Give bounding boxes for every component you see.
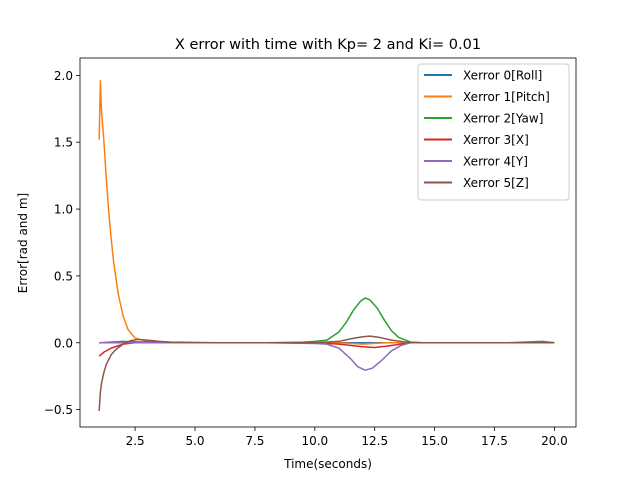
legend-label: Xerror 2[Yaw] [463,112,543,126]
x-tick-label: 17.5 [481,434,508,448]
legend-label: Xerror 5[Z] [463,176,529,190]
x-tick-label: 7.5 [245,434,264,448]
x-tick-label: 2.5 [126,434,145,448]
y-tick-label: −0.5 [44,403,73,417]
x-tick-label: 20.0 [541,434,568,448]
legend: Xerror 0[Roll] Xerror 1[Pitch] Xerror 2[Ya… [417,63,570,201]
y-tick-label: 0.0 [54,336,73,350]
x-tick-label: 15.0 [421,434,448,448]
x-axis-label: Time(seconds) [283,457,372,471]
y-axis-label: Error[rad and m] [16,193,30,293]
axes-frame [79,57,577,428]
legend-box [417,63,570,201]
y-tick-label: 1.0 [54,203,73,217]
legend-label: Xerror 4[Y] [463,155,528,169]
chart-title: X error with time with Kp= 2 and Ki= 0.0… [175,37,481,53]
legend-label: Xerror 1[Pitch] [463,90,550,104]
x-tick-label: 12.5 [361,434,388,448]
legend-label: Xerror 3[X] [463,133,529,147]
plot-area: 2.5 5.0 7.5 10.0 12.5 15.0 17.5 20.0 −0.5 0.0 0.5 1… [44,57,577,448]
y-tick-label: 1.5 [54,136,73,150]
series-lines [98,79,555,412]
x-tick-label: 10.0 [301,434,328,448]
y-tick-label: 0.5 [54,269,73,283]
series-line-5 [98,335,555,412]
y-tick-label: 2.0 [54,69,73,83]
x-tick-label: 5.0 [185,434,204,448]
legend-label: Xerror 0[Roll] [463,69,542,83]
